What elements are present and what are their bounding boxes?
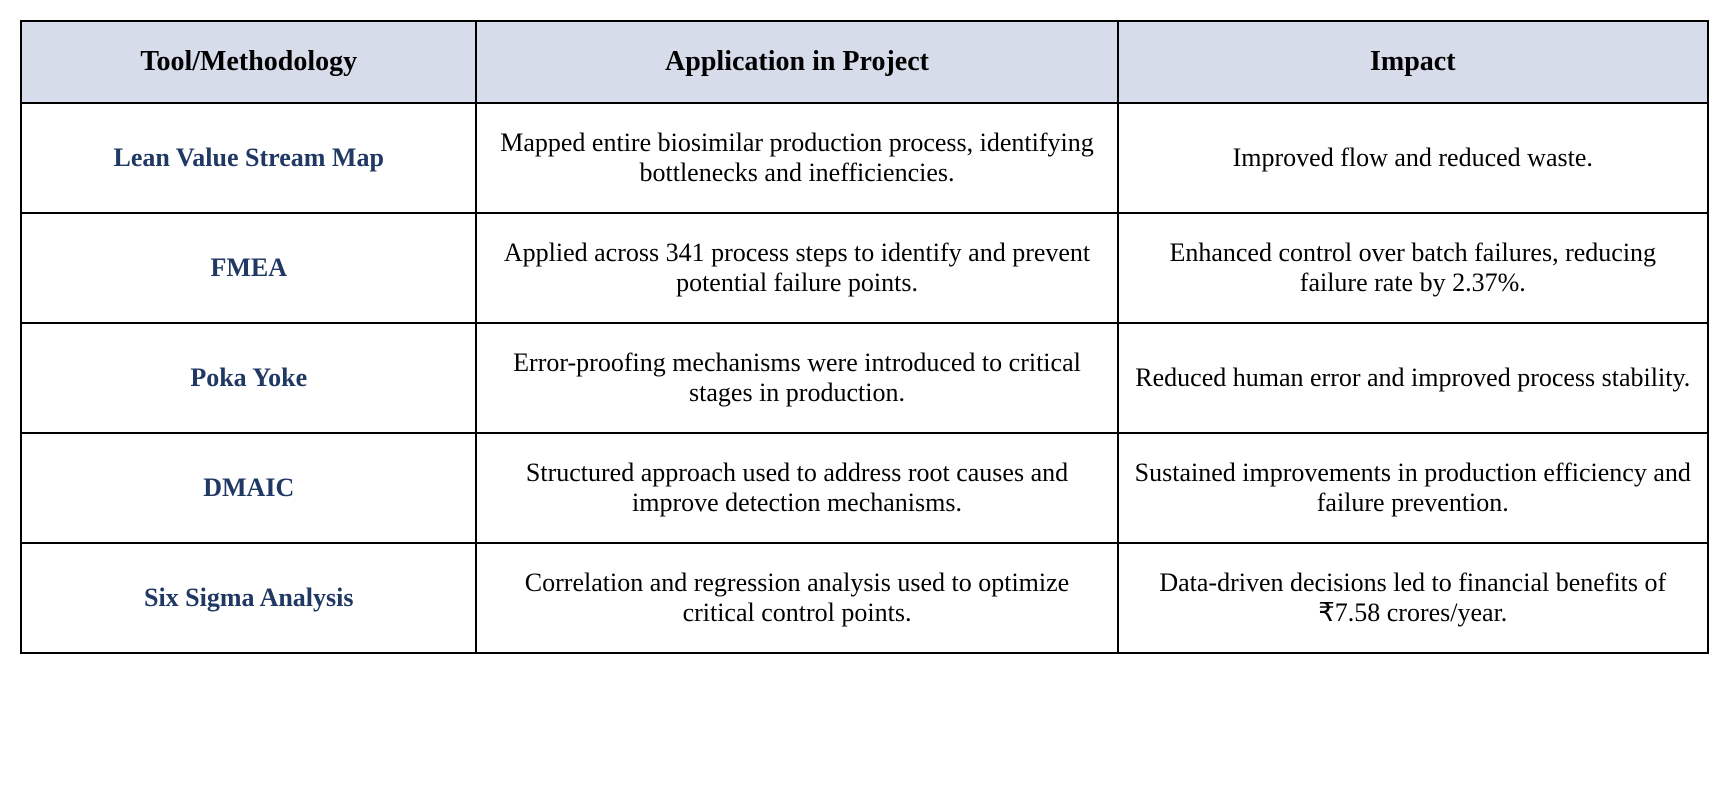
cell-impact: Reduced human error and improved process…	[1118, 323, 1708, 433]
cell-application: Correlation and regression analysis used…	[476, 543, 1117, 653]
cell-impact: Sustained improvements in production eff…	[1118, 433, 1708, 543]
methodology-table: Tool/Methodology Application in Project …	[20, 20, 1709, 654]
cell-impact: Data-driven decisions led to financial b…	[1118, 543, 1708, 653]
cell-application: Structured approach used to address root…	[476, 433, 1117, 543]
cell-tool: Lean Value Stream Map	[21, 103, 476, 213]
cell-impact: Improved flow and reduced waste.	[1118, 103, 1708, 213]
cell-application: Applied across 341 process steps to iden…	[476, 213, 1117, 323]
cell-application: Mapped entire biosimilar production proc…	[476, 103, 1117, 213]
col-header-impact: Impact	[1118, 21, 1708, 103]
table-row: DMAIC Structured approach used to addres…	[21, 433, 1708, 543]
cell-application: Error-proofing mechanisms were introduce…	[476, 323, 1117, 433]
col-header-tool: Tool/Methodology	[21, 21, 476, 103]
table-header-row: Tool/Methodology Application in Project …	[21, 21, 1708, 103]
table-row: FMEA Applied across 341 process steps to…	[21, 213, 1708, 323]
cell-tool: Six Sigma Analysis	[21, 543, 476, 653]
cell-tool: FMEA	[21, 213, 476, 323]
cell-tool: DMAIC	[21, 433, 476, 543]
table-row: Poka Yoke Error-proofing mechanisms were…	[21, 323, 1708, 433]
table-row: Lean Value Stream Map Mapped entire bios…	[21, 103, 1708, 213]
cell-tool: Poka Yoke	[21, 323, 476, 433]
table-row: Six Sigma Analysis Correlation and regre…	[21, 543, 1708, 653]
cell-impact: Enhanced control over batch failures, re…	[1118, 213, 1708, 323]
col-header-application: Application in Project	[476, 21, 1117, 103]
